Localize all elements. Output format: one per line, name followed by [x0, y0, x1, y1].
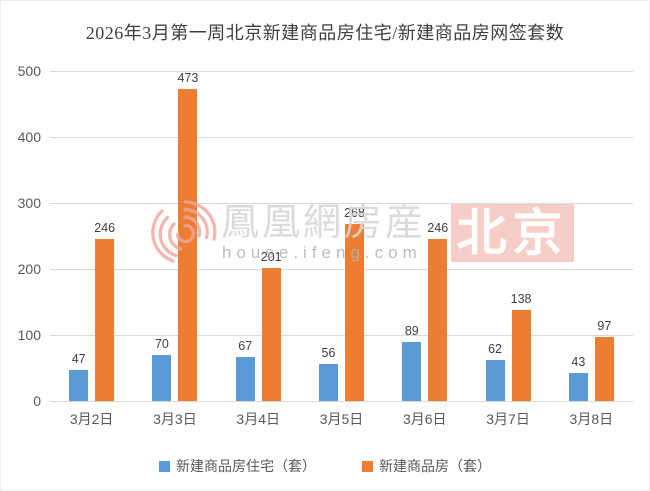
legend-swatch — [159, 460, 170, 472]
gridline — [50, 400, 633, 402]
value-label: 47 — [71, 351, 86, 366]
gridline — [50, 136, 633, 138]
x-tick-label: 3月5日 — [319, 411, 364, 427]
bar-3月8日-s1 — [594, 336, 614, 401]
value-label: 246 — [94, 220, 116, 235]
y-tick-label: 500 — [17, 63, 41, 79]
y-tick-label: 200 — [17, 261, 41, 277]
x-tick-label: 3月8日 — [569, 411, 614, 427]
y-tick-label: 400 — [17, 129, 41, 145]
bar-3月4日-s1 — [261, 268, 281, 401]
bar-3月2日-s1 — [95, 238, 115, 401]
value-label: 246 — [427, 220, 449, 235]
chart-legend: 新建商品房住宅（套） 新建商品房（套） — [1, 456, 649, 476]
legend-item-0: 新建商品房住宅（套） — [159, 456, 316, 476]
bar-3月3日-s0 — [152, 354, 172, 401]
x-tick-label: 3月3日 — [153, 411, 197, 427]
value-label: 201 — [260, 250, 282, 265]
bar-3月5日-s0 — [319, 364, 338, 401]
bar-3月7日-s1 — [511, 309, 531, 401]
bar-3月7日-s0 — [485, 360, 505, 401]
value-label: 67 — [238, 338, 253, 353]
x-tick-label: 3月4日 — [236, 411, 280, 427]
value-label: 56 — [321, 346, 336, 361]
value-label: 268 — [344, 206, 365, 221]
bar-3月8日-s0 — [568, 372, 588, 401]
gridline — [50, 70, 633, 72]
gridline — [50, 202, 633, 204]
bar-3月6日-s0 — [402, 342, 422, 401]
value-label: 89 — [404, 324, 419, 339]
x-tick-label: 3月6日 — [402, 411, 447, 427]
value-label: 70 — [154, 336, 169, 351]
bar-3月4日-s0 — [235, 356, 255, 401]
y-tick-label: 100 — [17, 327, 41, 343]
bar-3月2日-s0 — [69, 369, 89, 401]
value-label: 43 — [571, 354, 586, 369]
gridline — [50, 334, 633, 336]
legend-item-1: 新建商品房（套） — [362, 456, 491, 476]
chart-title: 2026年3月第一周北京新建商品房住宅/新建商品房网签套数 — [85, 23, 565, 43]
gridline — [50, 268, 633, 270]
bar-3月5日-s1 — [345, 224, 364, 401]
bar-3月3日-s1 — [178, 88, 198, 401]
y-tick-label: 0 — [33, 393, 41, 409]
legend-label: 新建商品房住宅（套） — [176, 458, 316, 474]
x-tick-label: 3月2日 — [69, 411, 114, 427]
bar-3月6日-s1 — [428, 238, 448, 401]
legend-label: 新建商品房（套） — [379, 458, 491, 474]
value-label: 138 — [510, 291, 532, 306]
value-label: 473 — [177, 70, 199, 85]
y-tick-label: 300 — [17, 195, 41, 211]
value-label: 97 — [597, 318, 612, 333]
value-label: 62 — [488, 342, 503, 357]
legend-swatch — [362, 460, 373, 472]
x-tick-label: 3月7日 — [486, 411, 530, 427]
